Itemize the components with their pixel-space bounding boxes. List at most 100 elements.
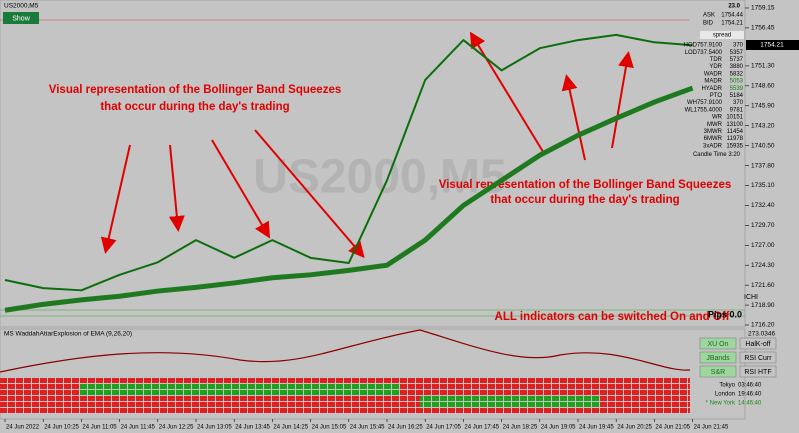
info-label: WADR bbox=[704, 71, 723, 77]
info-value: 370 bbox=[733, 100, 744, 106]
info-value: 13100 bbox=[726, 122, 743, 128]
info-label: YDR bbox=[709, 64, 722, 70]
annotation: that occur during the day's trading bbox=[100, 101, 289, 113]
show-button-label[interactable]: Show bbox=[12, 15, 30, 22]
y-tick-label: 1745.90 bbox=[751, 102, 775, 109]
info-label: 3xADR bbox=[703, 143, 723, 149]
session-name: * New York bbox=[706, 401, 736, 407]
info-value: 5539 bbox=[730, 86, 744, 92]
spread: spread bbox=[713, 33, 731, 39]
toggle-button[interactable] bbox=[699, 337, 737, 350]
y-tick-label: 1735.10 bbox=[751, 182, 775, 189]
y-tick-label: 1727.00 bbox=[751, 242, 775, 249]
series-line bbox=[4, 33, 693, 292]
y-tick-label: 1756.45 bbox=[751, 25, 775, 32]
annotation: Visual representation of the Bollinger B… bbox=[439, 179, 731, 191]
y-tick-label: 1724.30 bbox=[751, 262, 775, 269]
info-label: 6MWR bbox=[704, 136, 723, 142]
indicator-scale: 273.0346 bbox=[748, 331, 775, 338]
x-tick-label: 24 Jun 19:05 bbox=[541, 425, 576, 431]
x-tick-label: 24 Jun 14:25 bbox=[273, 425, 308, 431]
x-tick-label: 24 Jun 17:05 bbox=[426, 425, 461, 431]
info-value: 370 bbox=[733, 43, 744, 49]
indicator-curve bbox=[0, 329, 691, 373]
toggle-button[interactable] bbox=[739, 351, 777, 364]
x-tick-label: 24 Jun 13:05 bbox=[197, 425, 232, 431]
x-tick-label: 24 Jun 15:45 bbox=[350, 425, 385, 431]
x-tick-label: 24 Jun 21:45 bbox=[694, 425, 729, 431]
info-value: 5832 bbox=[730, 71, 744, 77]
annotation: ALL indicators can be switched On and Of… bbox=[495, 311, 730, 323]
toggle-button-label[interactable]: S&R bbox=[711, 369, 725, 376]
info-label: WR bbox=[712, 115, 723, 121]
toggle-button-label[interactable]: RSI HTF bbox=[744, 369, 771, 376]
info-value: 11978 bbox=[727, 136, 744, 142]
show-button[interactable] bbox=[3, 12, 39, 24]
info-value: 9781 bbox=[730, 107, 744, 113]
info-value: 5053 bbox=[730, 79, 744, 85]
bid-label: BID bbox=[703, 21, 714, 27]
pips: Pips 0.0 bbox=[708, 309, 742, 319]
info-label: MADR bbox=[704, 79, 722, 85]
x-tick-label: 24 Jun 11:45 bbox=[121, 425, 156, 431]
candle-time-label: Candle Time bbox=[693, 152, 727, 158]
y-tick-label: 1751.30 bbox=[751, 63, 775, 70]
info-label: WL1755.4000 bbox=[685, 107, 723, 113]
session-name: London bbox=[715, 392, 735, 398]
toggle-button[interactable] bbox=[739, 337, 777, 350]
price-box-label: 1754.21 bbox=[760, 42, 784, 49]
y-tick-label: 1718.90 bbox=[751, 302, 775, 309]
session-time: 03:46:40 bbox=[738, 383, 762, 389]
toggle-button[interactable] bbox=[739, 365, 777, 378]
info-label: LOD737.5400 bbox=[685, 50, 723, 56]
x-tick-label: 24 Jun 16:25 bbox=[388, 425, 423, 431]
signal-grid bbox=[80, 384, 400, 396]
price-box bbox=[746, 40, 799, 50]
candle-time-value: 3:20 bbox=[728, 152, 740, 158]
counter: 23.0 bbox=[728, 4, 740, 10]
info-label: WH757.9100 bbox=[687, 100, 723, 106]
bid: 1754.21 bbox=[721, 21, 743, 27]
annotation: that occur during the day's trading bbox=[490, 194, 679, 206]
toggle-button-label[interactable]: RSI Curr bbox=[744, 355, 772, 362]
x-tick-label: 24 Jun 21:05 bbox=[655, 425, 690, 431]
y-tick-label: 1729.70 bbox=[751, 222, 775, 229]
info-label: PTO bbox=[710, 93, 723, 99]
x-tick-label: 24 Jun 11:05 bbox=[82, 425, 117, 431]
info-label: MWR bbox=[707, 122, 723, 128]
ask-label: ASK bbox=[703, 13, 715, 19]
info-label: 3MWR bbox=[704, 129, 723, 135]
info-value: 5737 bbox=[730, 57, 744, 63]
x-tick-label: 24 Jun 17:45 bbox=[464, 425, 499, 431]
toggle-button-label[interactable]: XU On bbox=[707, 341, 728, 348]
info-value: 15935 bbox=[726, 143, 743, 149]
y-tick-label: 1743.20 bbox=[751, 122, 775, 129]
info-value: 11454 bbox=[727, 129, 744, 135]
x-tick-label: 24 Jun 20:25 bbox=[617, 425, 652, 431]
x-tick-label: 24 Jun 12:25 bbox=[159, 425, 194, 431]
symbol: US2000,M5 bbox=[4, 3, 39, 10]
y-tick-label: 1737.80 bbox=[751, 162, 775, 169]
toggle-button[interactable] bbox=[699, 365, 737, 378]
y-tick-label: 1740.50 bbox=[751, 142, 775, 149]
toggle-button-label[interactable]: HalK-off bbox=[745, 341, 770, 348]
spread-box bbox=[700, 31, 744, 39]
x-tick-label: 24 Jun 15:05 bbox=[312, 425, 347, 431]
info-panel: 23.0 ASK 1754.44 BID 1754.21 spread Cand… bbox=[693, 4, 758, 320]
info-label: TDR bbox=[710, 57, 723, 63]
x-tick-label: 24 Jun 13:45 bbox=[235, 425, 270, 431]
toggle-button[interactable] bbox=[699, 351, 737, 364]
info-label: HYADR bbox=[701, 86, 722, 92]
session-time: 19:46:40 bbox=[738, 392, 762, 398]
y-tick-label: 1716.20 bbox=[751, 322, 775, 329]
x-tick-label: 24 Jun 18:25 bbox=[503, 425, 538, 431]
info-value: 5184 bbox=[730, 93, 744, 99]
toggle-button-label[interactable]: JBands bbox=[706, 355, 730, 362]
info-value: 3880 bbox=[730, 64, 744, 70]
ichi: ICHI bbox=[744, 294, 758, 301]
x-tick-label: 24 Jun 19:45 bbox=[579, 425, 614, 431]
ask: 1754.44 bbox=[721, 13, 743, 19]
info-label: HOD757.9100 bbox=[684, 43, 723, 49]
signal-grid bbox=[420, 396, 600, 408]
